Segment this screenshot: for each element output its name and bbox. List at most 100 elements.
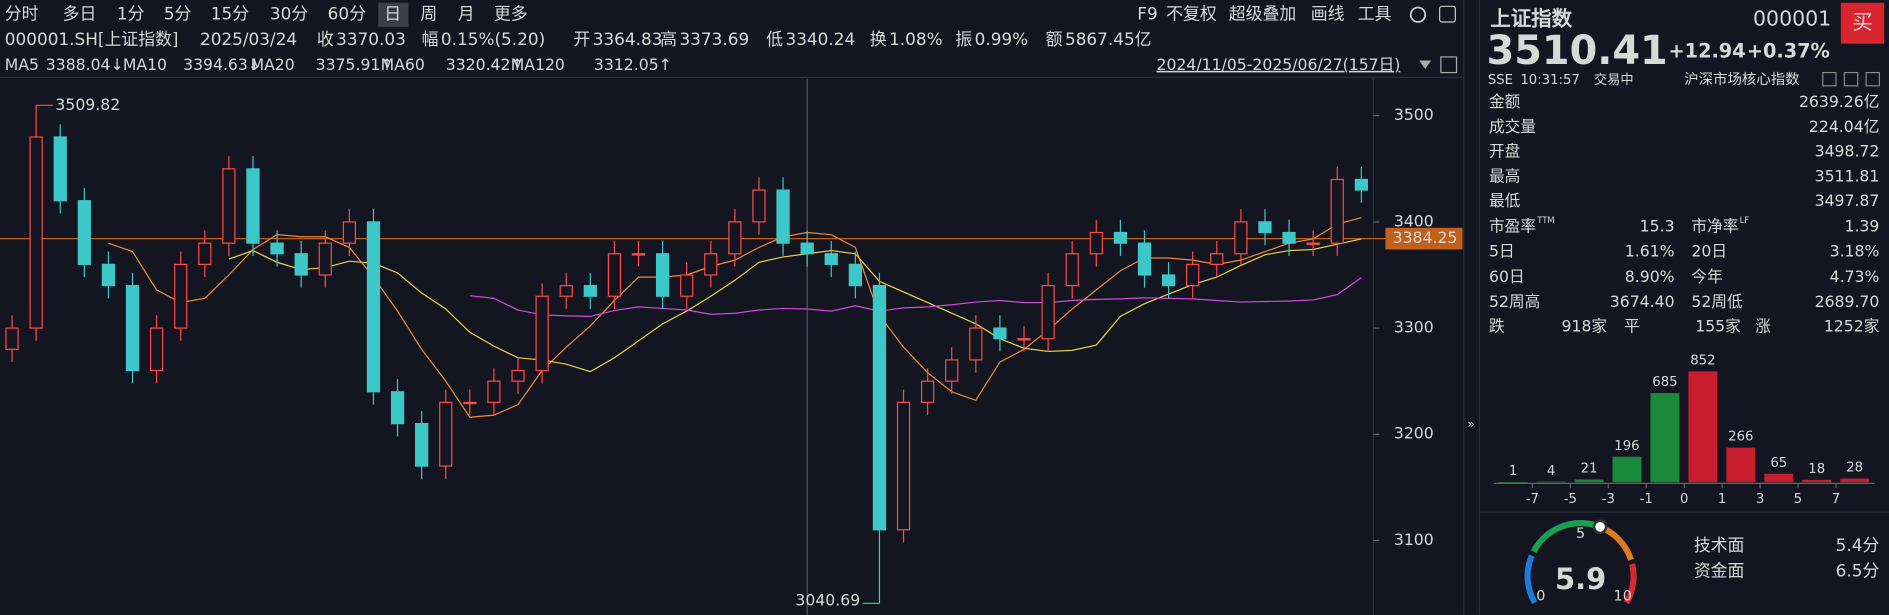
dist-label: 65 [1770,456,1787,471]
pair-label: 5日 [1489,242,1515,261]
candle-body [1210,253,1224,265]
tab[interactable]: 1分 [117,4,145,24]
ma-line [228,238,1362,373]
tab[interactable]: 多日 [63,4,97,24]
pair-label: 今年 [1691,267,1722,286]
tool[interactable]: 超级叠加 [1229,4,1296,24]
buy-button[interactable] [1840,2,1885,44]
tab[interactable]: 周 [420,4,437,24]
pair-label: 60日 [1489,267,1525,286]
candle-body [1330,178,1344,244]
dist-tick-label: -1 [1640,492,1653,507]
candle-body [607,253,622,297]
stat-label: 最低 [1489,191,1521,210]
tab[interactable]: 分时 [5,4,39,24]
pair-value: 4.73% [1830,267,1880,286]
toggle-icon[interactable] [1440,56,1458,74]
date-range[interactable]: 2024/11/05-2025/06/27(157日) [1157,55,1401,74]
candle-body [1282,231,1296,244]
tab[interactable]: 60分 [328,4,366,24]
tool[interactable]: 不复权 [1166,4,1217,24]
tool[interactable]: 画线 [1311,4,1345,24]
candle-body [77,200,91,265]
gauge-pointer [1592,519,1608,535]
collapse-icon[interactable]: » [1467,417,1474,431]
gauge-arc [1623,563,1637,605]
code: 000001.SH[上证指数] [5,29,179,49]
candle-body [1017,338,1031,341]
tool[interactable]: 工具 [1358,4,1392,24]
dist-bar [1574,479,1604,483]
candle-body [53,136,67,202]
settings-icon[interactable] [1439,5,1456,23]
pair-value: 1.61% [1625,242,1675,261]
tab[interactable]: 30分 [270,4,308,24]
info-value: 0.99% [975,29,1029,49]
info-value: 3364.83 [593,29,663,49]
candle-body [872,285,887,531]
tab[interactable]: 月 [458,4,475,24]
candle-body [222,168,236,244]
candle-body [559,285,573,297]
candle-body [728,221,742,255]
pair-label: 52周低 [1691,292,1743,311]
panel-icon[interactable] [1843,71,1859,87]
dist-tick-label: 7 [1832,492,1840,507]
index-code: 000001 [1753,7,1831,31]
pair-label: 市净率 [1691,216,1738,235]
candle-body [270,242,284,255]
pair-value: 3674.40 [1610,292,1675,311]
tab[interactable]: 15分 [211,4,249,24]
change-pct: +0.37% [1747,40,1830,63]
exchange: SSE [1488,73,1513,88]
buy-label[interactable]: 买 [1852,10,1872,34]
pair-value: 2689.70 [1815,292,1880,311]
dist-bar [1650,393,1680,483]
dist-label: 28 [1846,461,1863,476]
gear-icon[interactable] [1409,6,1427,23]
info-label: 额 [1046,29,1063,49]
candle-body [752,189,766,223]
tab[interactable]: 5分 [164,4,192,24]
info-label: 收 [317,29,334,49]
candle-body [1306,242,1320,245]
dist-tick-label: -3 [1602,492,1615,507]
info-label: 振 [955,29,972,49]
candle-body [294,253,308,276]
gauge-item-label: 技术面 [1694,535,1745,555]
candle-body [631,253,646,256]
ma-name: MA120 [511,55,565,74]
candle-body [1041,285,1055,340]
dropdown-icon[interactable] [1419,60,1432,69]
pair-label-sup: TTM [1536,215,1554,225]
time: 10:31:57 [1520,73,1580,88]
gauge-max: 10 [1614,589,1632,605]
dist-tick-label: -5 [1564,492,1577,507]
reference-label: 3384.25 [1393,228,1458,247]
gauge-item-value: 5.4分 [1836,535,1880,555]
dist-label: 4 [1547,464,1555,479]
dist-label: 266 [1728,430,1753,445]
tool[interactable]: F9 [1137,4,1157,24]
candle-body [149,327,164,372]
ma-name: MA10 [123,55,167,74]
panel-icon[interactable] [1865,71,1880,87]
tab[interactable]: 日 [384,4,401,24]
min-label: 3040.69 [795,590,860,609]
panel-icon[interactable] [1822,71,1837,87]
candle-body [1354,178,1368,191]
info-value: 1.08% [889,29,943,49]
tab[interactable]: 更多 [494,4,528,24]
candle-body [439,401,453,467]
stat-label: 成交量 [1489,117,1536,136]
candle-body [366,221,381,393]
candle-body [5,327,19,350]
candle-body [246,168,260,244]
ma-name: MA5 [5,55,39,74]
dist-bar [1498,482,1528,483]
candle-body [1258,221,1272,234]
dist-label: 196 [1614,439,1639,454]
gauge-min: 0 [1536,589,1545,605]
